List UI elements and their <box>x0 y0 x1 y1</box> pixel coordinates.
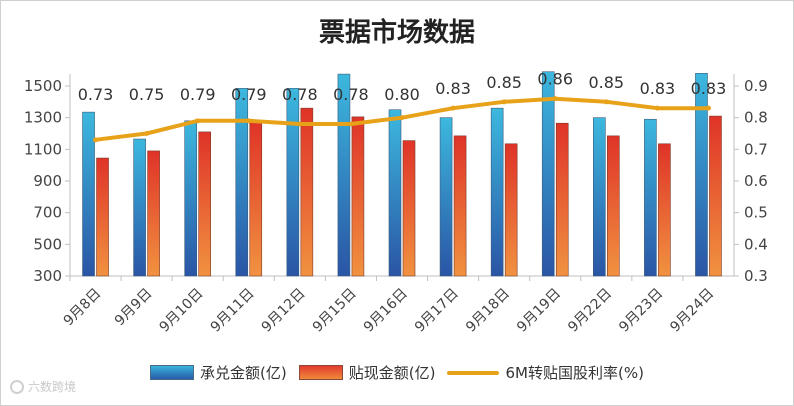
bar-discount <box>709 115 722 277</box>
legend-label-discount: 贴现金额(亿) <box>348 364 436 382</box>
data-labels-group: 0.73 0.75 0.79 0.79 0.78 0.78 0.80 0.83 0.85 0.86… <box>78 70 727 104</box>
left-tick-label: 700 <box>33 204 62 222</box>
left-tick-label: 1300 <box>24 109 62 127</box>
bar-discount <box>658 143 671 277</box>
rate-point <box>450 105 456 111</box>
legend-swatch-blue <box>150 365 195 380</box>
rate-data-label: 0.80 <box>384 85 420 104</box>
bar-acceptance <box>490 107 504 277</box>
rate-point <box>144 131 150 136</box>
right-tick-label: 0.4 <box>744 235 768 253</box>
watermark-logo-icon <box>10 379 24 394</box>
bar-acceptance <box>593 117 606 277</box>
rate-data-label: 0.78 <box>282 85 318 104</box>
legend-swatch-red <box>298 365 343 380</box>
rate-data-label: 0.83 <box>640 79 676 98</box>
rate-point <box>246 118 252 124</box>
bar-discount <box>402 140 416 277</box>
left-tick-label: 300 <box>33 267 62 285</box>
x-tick-label: 9月18日 <box>463 286 513 336</box>
right-tick-label: 0.5 <box>744 204 768 222</box>
rate-data-label: 0.79 <box>180 85 216 104</box>
rate-point <box>705 105 711 111</box>
x-tick-label: 9月22日 <box>565 286 615 336</box>
x-tick-label: 9月12日 <box>259 286 309 336</box>
watermark-text: 六数跨境 <box>28 380 77 394</box>
legend-label-acceptance: 承兑金额(亿) <box>200 364 287 382</box>
right-tick-label: 0.8 <box>744 109 768 127</box>
chart-title: 票据市场数据 <box>318 18 475 48</box>
rate-data-label: 0.86 <box>537 70 573 89</box>
rate-point <box>348 121 354 127</box>
x-tick-label: 9月9日 <box>112 286 156 330</box>
rate-data-label: 0.75 <box>129 85 165 104</box>
x-tick-label: 9月8日 <box>61 286 105 330</box>
watermark: 六数跨境 <box>10 378 76 395</box>
bar-acceptance <box>235 88 249 277</box>
rate-point <box>501 99 507 105</box>
x-tick-label: 9月16日 <box>361 286 411 336</box>
x-tick-label: 9月15日 <box>310 286 360 336</box>
x-tick-label: 9月11日 <box>208 286 258 336</box>
bar-discount <box>249 121 263 277</box>
legend-item-discount[interactable]: 贴现金额(亿) <box>298 362 436 383</box>
rate-data-label: 0.85 <box>486 73 522 92</box>
rate-data-label: 0.78 <box>333 85 369 104</box>
bar-acceptance <box>388 109 402 277</box>
legend: 承兑金额(亿) 贴现金额(亿) 6M转贴国股利率(%) <box>0 362 794 383</box>
legend-swatch-line <box>447 370 500 375</box>
x-tick-label: 9月10日 <box>157 286 207 336</box>
bar-acceptance <box>337 73 351 277</box>
x-tick-label: 9月17日 <box>412 286 462 336</box>
rate-line-group <box>93 96 711 143</box>
bar-discount <box>96 157 109 277</box>
bar-acceptance <box>439 117 453 277</box>
right-tick-label: 0.7 <box>744 140 768 158</box>
bar-acceptance <box>184 120 197 277</box>
rate-point <box>654 105 660 111</box>
legend-item-rate[interactable]: 6M转贴国股利率(%) <box>447 362 644 383</box>
left-tick-label: 900 <box>33 172 62 190</box>
x-tick-label: 9月23日 <box>616 286 666 336</box>
bar-discount <box>555 122 569 277</box>
bar-acceptance <box>644 118 657 277</box>
bar-discount <box>300 107 314 277</box>
rate-point <box>603 99 609 105</box>
left-tick-label: 1100 <box>24 140 62 158</box>
legend-item-acceptance[interactable]: 承兑金额(亿) <box>150 362 287 383</box>
rate-data-label: 0.79 <box>231 85 267 104</box>
x-tick-label: 9月19日 <box>514 286 564 336</box>
legend-label-rate: 6M转贴国股利率(%) <box>505 364 644 382</box>
bar-acceptance <box>286 88 300 277</box>
bar-acceptance <box>695 73 708 277</box>
rate-data-label: 0.83 <box>435 79 471 98</box>
x-tick-label: 9月24日 <box>667 286 717 336</box>
right-tick-label: 0.6 <box>744 172 768 190</box>
left-tick-label: 1500 <box>24 77 62 95</box>
bar-discount <box>504 143 518 277</box>
bar-discount <box>453 135 467 277</box>
right-tick-label: 0.3 <box>744 267 768 285</box>
bar-discount <box>198 131 211 277</box>
right-tick-label: 0.9 <box>744 77 768 95</box>
rate-point <box>552 96 558 102</box>
left-tick-label: 500 <box>33 235 62 253</box>
rate-data-label: 0.85 <box>588 73 624 92</box>
rate-point <box>93 137 99 143</box>
bar-discount <box>351 116 365 277</box>
bar-discount <box>607 135 620 277</box>
rate-point <box>195 118 201 124</box>
bar-acceptance <box>82 111 95 277</box>
rate-point <box>399 115 405 121</box>
bar-acceptance <box>541 71 555 277</box>
rate-data-label: 0.73 <box>78 85 114 104</box>
rate-data-label: 0.83 <box>691 79 727 98</box>
bar-discount <box>147 150 160 277</box>
bar-acceptance <box>133 138 146 277</box>
rate-point <box>297 121 303 127</box>
